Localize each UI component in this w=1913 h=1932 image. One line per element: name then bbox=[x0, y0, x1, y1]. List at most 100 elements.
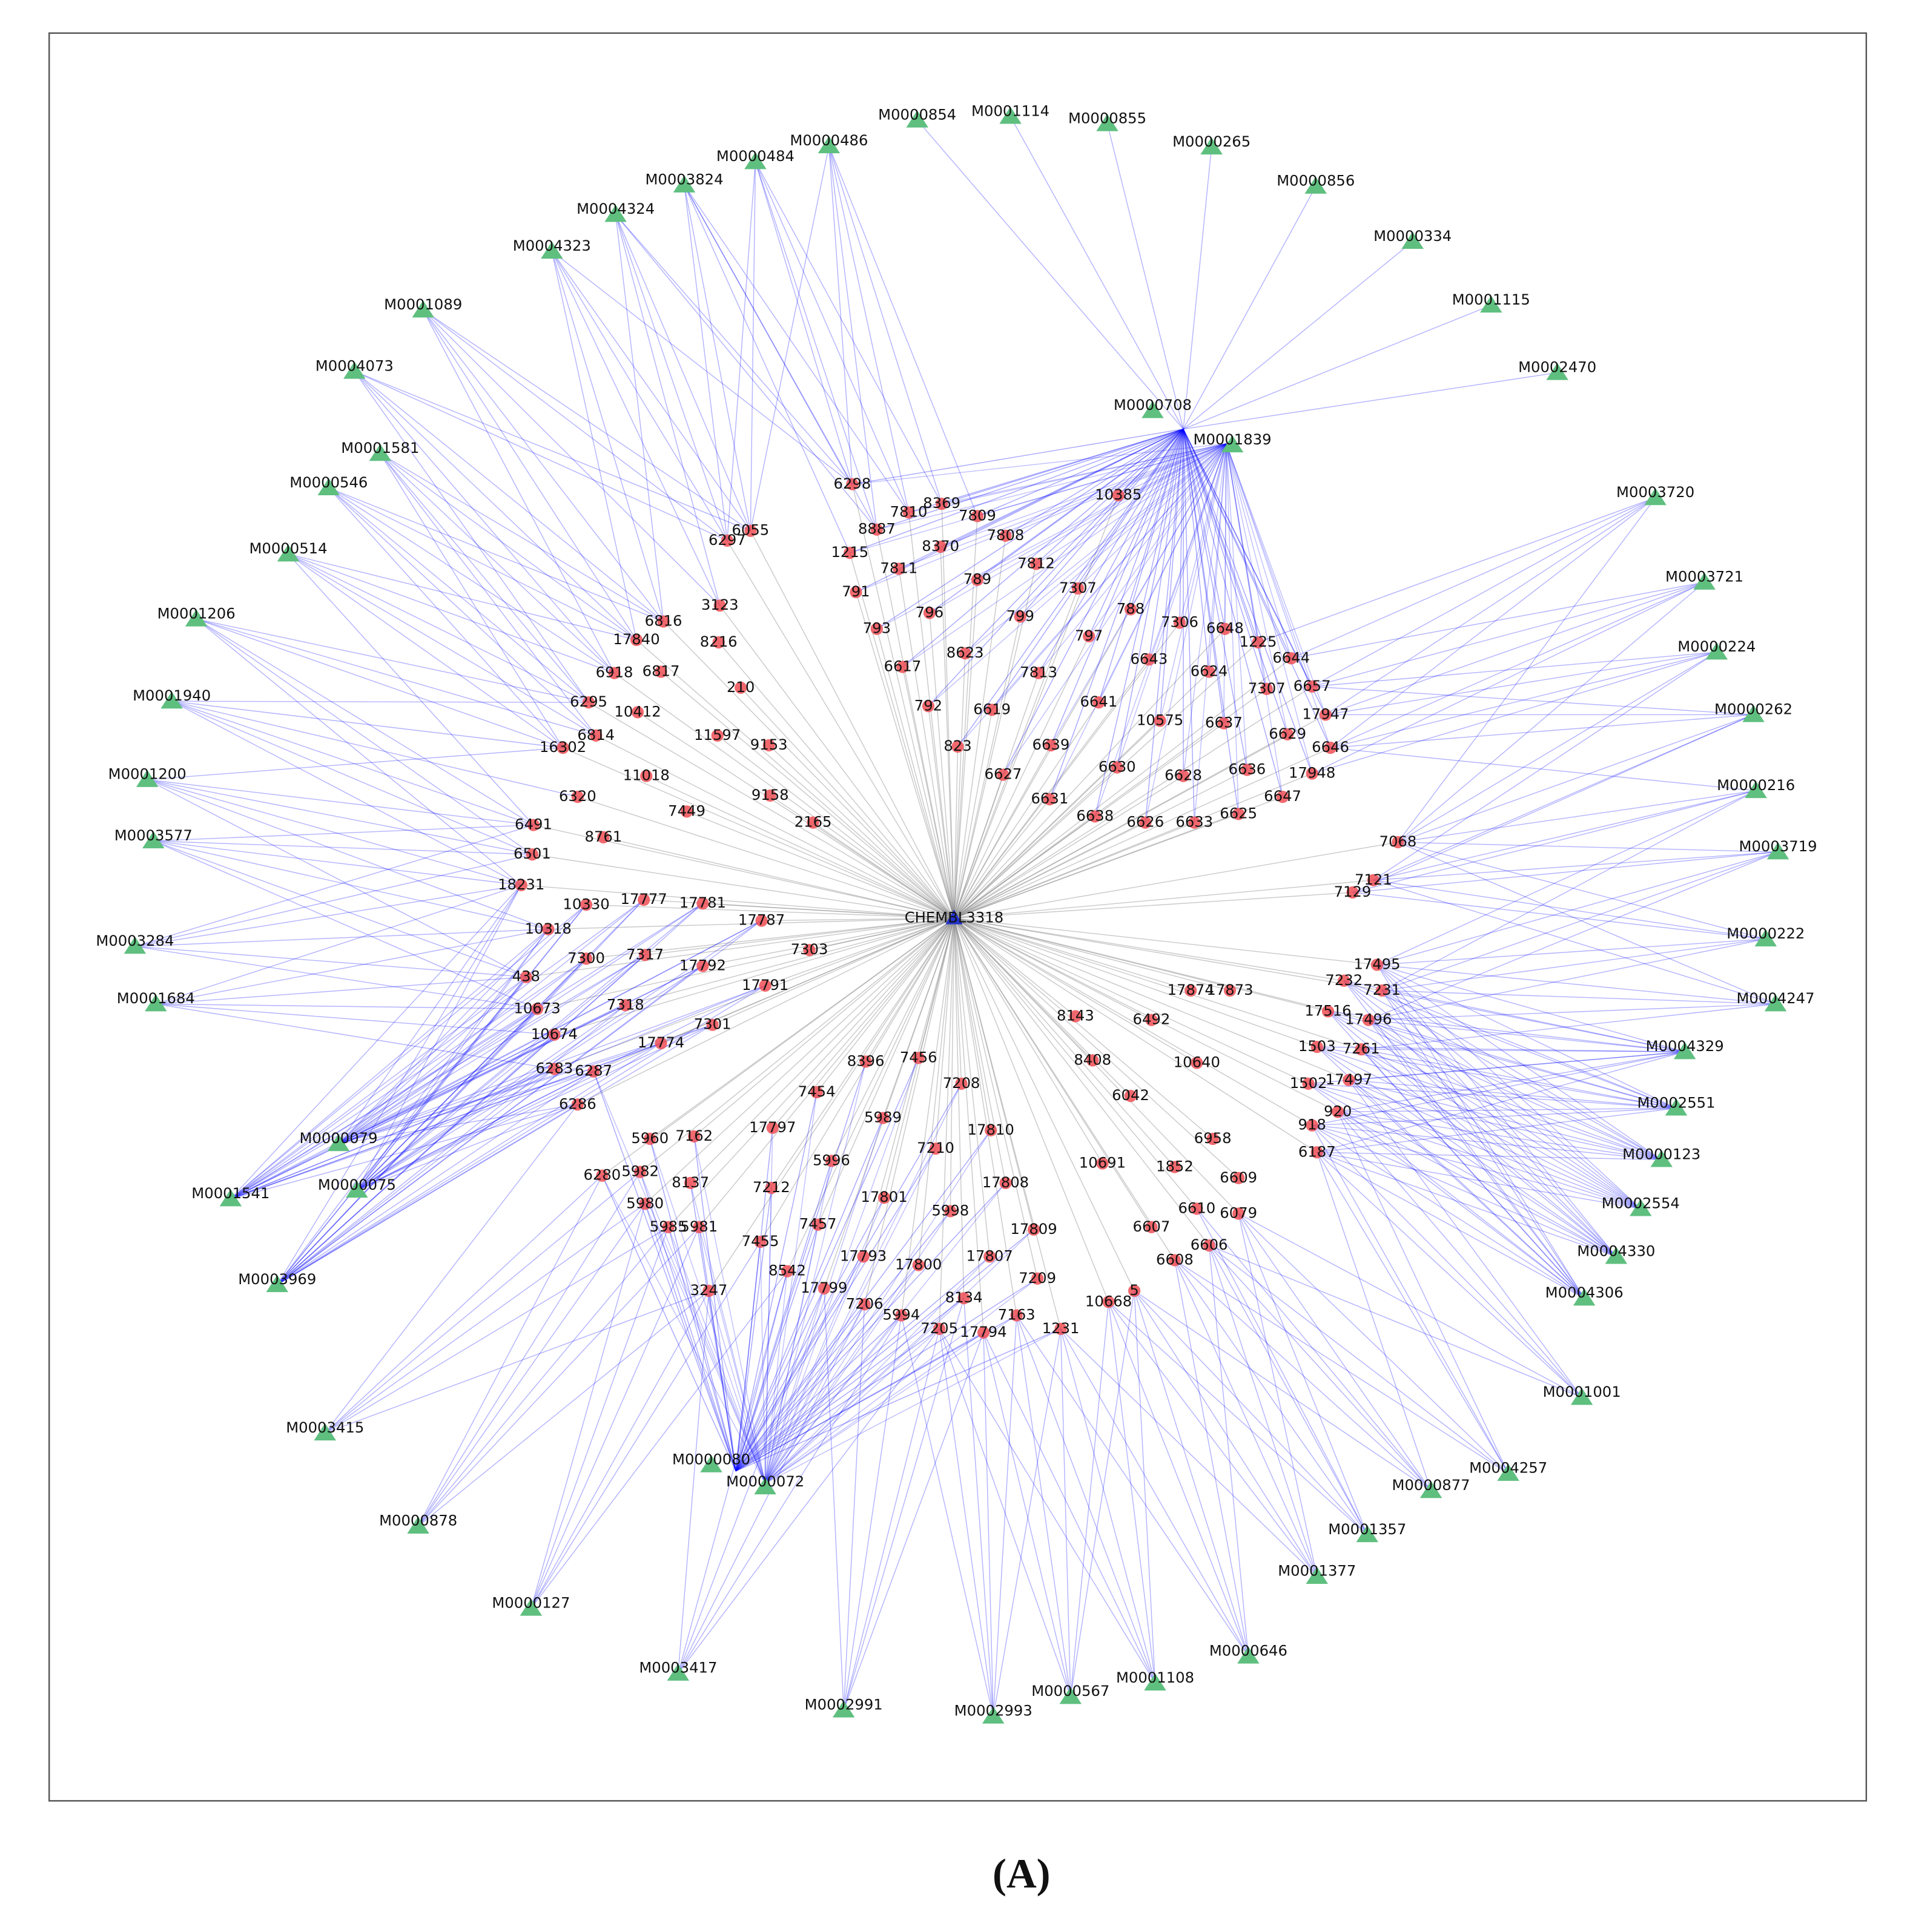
compound-node bbox=[644, 1132, 656, 1146]
compound-label: 5985 bbox=[650, 1218, 687, 1235]
target-edge bbox=[1368, 1019, 1685, 1052]
target-label: M0001357 bbox=[1328, 1520, 1406, 1538]
hub-edge bbox=[953, 653, 966, 918]
target-edge bbox=[338, 958, 587, 1144]
compound-label: 6280 bbox=[583, 1166, 621, 1184]
target-label: M0002554 bbox=[1602, 1194, 1680, 1212]
target-edge bbox=[900, 1315, 994, 1716]
target-edge bbox=[764, 1058, 919, 1484]
target-edge bbox=[765, 1297, 965, 1484]
compound-node bbox=[1177, 770, 1190, 782]
hub-edge bbox=[954, 880, 1373, 919]
compound-node bbox=[1310, 1146, 1323, 1159]
target-node bbox=[185, 609, 208, 627]
target-edge bbox=[1134, 1290, 1368, 1535]
compound-label: 17799 bbox=[801, 1279, 847, 1296]
compound-node bbox=[1092, 696, 1105, 709]
target-node bbox=[1059, 1687, 1082, 1704]
target-edge bbox=[1226, 443, 1292, 659]
compound-node bbox=[902, 506, 915, 519]
target-edge bbox=[380, 453, 596, 736]
target-edge bbox=[1344, 980, 1685, 1052]
compound-label: 6631 bbox=[1031, 790, 1068, 807]
target-edge bbox=[147, 779, 549, 930]
target-edge bbox=[765, 1315, 902, 1484]
hub-edge bbox=[772, 918, 954, 1129]
target-edge bbox=[530, 1227, 669, 1609]
compound-label: 17840 bbox=[613, 630, 659, 648]
target-edge bbox=[1226, 443, 1239, 814]
target-edge bbox=[1088, 443, 1227, 637]
target-edge bbox=[1325, 582, 1705, 716]
target-label: M0000080 bbox=[672, 1450, 750, 1468]
target-edge bbox=[1330, 747, 1756, 791]
target-edge bbox=[1368, 1003, 1776, 1021]
target-edge bbox=[1108, 1302, 1249, 1657]
target-edge bbox=[765, 1328, 1061, 1484]
target-edge bbox=[354, 371, 664, 622]
target-edge bbox=[983, 1332, 1071, 1697]
compound-label: 6055 bbox=[732, 521, 769, 539]
compound-node bbox=[1276, 790, 1289, 803]
hub-edge bbox=[824, 918, 955, 1289]
compound-node bbox=[1332, 1106, 1344, 1118]
compound-node bbox=[590, 729, 603, 742]
compound-node bbox=[846, 478, 859, 490]
target-edge bbox=[1208, 1245, 1318, 1577]
compound-node bbox=[957, 1292, 970, 1305]
hub-edge bbox=[953, 918, 1062, 1330]
target-edge bbox=[153, 840, 527, 978]
target-edge bbox=[230, 985, 765, 1199]
target-edge bbox=[153, 840, 532, 855]
hub-edge bbox=[717, 735, 954, 919]
target-edge bbox=[983, 1332, 994, 1716]
target-edge bbox=[735, 1256, 990, 1472]
hub-edge bbox=[864, 918, 955, 1305]
target-label: M0004257 bbox=[1469, 1459, 1547, 1477]
compound-node bbox=[1392, 836, 1404, 849]
target-label: M0003969 bbox=[238, 1270, 316, 1288]
target-edge bbox=[942, 443, 1227, 504]
target-edge bbox=[230, 904, 587, 1199]
compound-node bbox=[1184, 984, 1197, 997]
target-edge bbox=[1312, 1125, 1662, 1161]
target-label: M0003719 bbox=[1739, 837, 1817, 855]
target-node bbox=[1764, 994, 1787, 1012]
compound-node bbox=[1217, 717, 1231, 730]
compound-label: 6633 bbox=[1175, 813, 1213, 831]
compound-node bbox=[1010, 1309, 1023, 1322]
target-edge bbox=[1330, 714, 1754, 748]
target-label: M0002993 bbox=[954, 1702, 1032, 1719]
compound-label: 7300 bbox=[567, 949, 605, 966]
target-edge bbox=[764, 1118, 884, 1484]
target-edge bbox=[1077, 429, 1184, 589]
target-edge bbox=[828, 145, 978, 516]
target-node bbox=[1546, 363, 1568, 380]
target-edge bbox=[230, 954, 646, 1199]
target-edge bbox=[1337, 1111, 1582, 1398]
target-label: M0003824 bbox=[645, 171, 723, 188]
compound-node bbox=[781, 1265, 794, 1278]
target-edge bbox=[764, 1288, 825, 1484]
target-edge bbox=[1337, 1112, 1509, 1474]
target-edge bbox=[1317, 1152, 1617, 1258]
compound-node bbox=[1232, 808, 1245, 820]
target-edge bbox=[1349, 1080, 1641, 1210]
target-label: M0001108 bbox=[1116, 1669, 1194, 1686]
compound-node bbox=[582, 696, 595, 709]
hub-edge bbox=[954, 917, 1383, 991]
hub-edge bbox=[953, 918, 1197, 1209]
compound-label: 8143 bbox=[1057, 1007, 1094, 1024]
target-edge bbox=[1361, 1049, 1585, 1299]
hub-edge bbox=[953, 616, 1021, 918]
compound-node bbox=[1362, 1014, 1375, 1026]
target-edge bbox=[735, 1182, 1006, 1472]
hub-edge bbox=[953, 671, 1210, 919]
compound-node bbox=[696, 897, 709, 910]
compound-label: 17808 bbox=[982, 1173, 1029, 1191]
hub-edge bbox=[554, 917, 954, 1035]
target-edge bbox=[277, 1069, 555, 1285]
target-edge bbox=[1317, 1152, 1641, 1210]
target-edge bbox=[356, 954, 646, 1191]
